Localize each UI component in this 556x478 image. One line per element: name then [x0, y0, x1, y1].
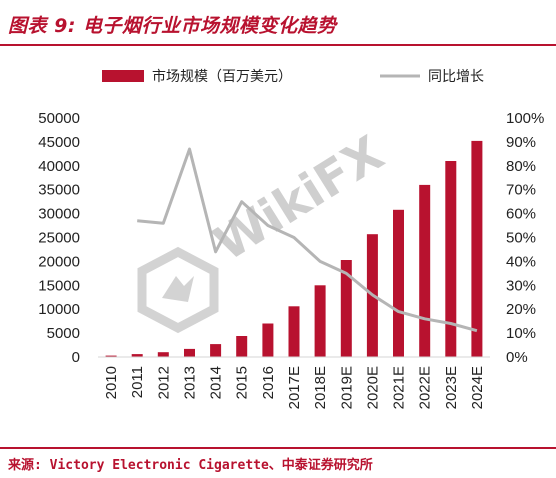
- x-tick-label: 2010: [103, 366, 120, 399]
- bar-2012: [157, 352, 169, 357]
- y-left-tick-label: 35000: [38, 182, 80, 199]
- x-tick-label: 2012: [155, 366, 172, 399]
- legend-line-label: 同比增长: [428, 69, 484, 85]
- y-right-tick-label: 60%: [506, 206, 536, 223]
- bar-2015: [236, 336, 248, 357]
- x-tick-label: 2017E: [286, 366, 303, 409]
- growth-line: [137, 147, 478, 333]
- y-left-tick-label: 15000: [38, 277, 80, 294]
- bar-2011: [131, 354, 143, 357]
- y-right-tick-label: 70%: [506, 182, 536, 199]
- x-tick-label: 2023E: [443, 366, 460, 409]
- y-left-tick-label: 20000: [38, 253, 80, 270]
- y-left-tick-label: 40000: [38, 158, 80, 175]
- y-left-tick-label: 0: [72, 349, 80, 366]
- legend-bar-swatch: [102, 70, 144, 82]
- x-tick-label: 2022E: [417, 366, 434, 409]
- title-rule: [0, 44, 556, 46]
- watermark-logo-icon: [137, 246, 219, 334]
- x-tick-label: 2019E: [338, 366, 355, 409]
- bar-2024E: [471, 140, 483, 357]
- y-left-tick-label: 50000: [38, 110, 80, 127]
- y-left-tick-label: 30000: [38, 206, 80, 223]
- growth-line-series: [137, 147, 478, 333]
- x-tick-label: 2018E: [312, 366, 329, 409]
- bar-2023E: [445, 161, 457, 357]
- y-right-tick-label: 20%: [506, 301, 536, 318]
- bar-2017E: [288, 306, 300, 357]
- x-tick-label: 2020E: [364, 366, 381, 409]
- x-tick-label: 2014: [208, 366, 225, 399]
- bar-2019E: [340, 260, 352, 357]
- bar-2021E: [393, 209, 404, 357]
- y-right-tick-label: 80%: [506, 158, 536, 175]
- x-tick-label: 2016: [260, 366, 277, 399]
- x-tick-label: 2021E: [391, 366, 408, 409]
- y-left-tick-label: 45000: [38, 134, 80, 151]
- market-size-chart: WikiFX 0 5000 10000 15000 20000 25000 30000 350…: [38, 68, 544, 409]
- bar-2018E: [314, 285, 326, 357]
- x-tick-label: 2011: [129, 366, 146, 398]
- y-right-tick-label: 0%: [506, 349, 528, 366]
- x-tick-label: 2013: [182, 366, 199, 399]
- axes: 0 5000 10000 15000 20000 25000 30000 35000 40000…: [38, 110, 544, 409]
- bar-2016: [262, 323, 274, 357]
- bar-2010: [105, 355, 117, 357]
- legend-bar-label: 市场规模（百万美元）: [152, 68, 292, 85]
- y-right-tick-label: 90%: [506, 134, 536, 151]
- y-left-tick-label: 25000: [38, 230, 80, 247]
- legend: 市场规模（百万美元） 同比增长: [102, 68, 484, 85]
- y-right-tick-label: 30%: [506, 277, 536, 294]
- bar-2013: [184, 348, 195, 357]
- bar-2014: [210, 344, 222, 357]
- y-left-tick-label: 10000: [38, 301, 80, 318]
- source-rule: [0, 447, 556, 449]
- y-right-tick-label: 10%: [506, 325, 536, 342]
- y-right-tick-label: 100%: [506, 110, 544, 127]
- y-right-tick-label: 50%: [506, 230, 536, 247]
- x-tick-label: 2024E: [469, 366, 486, 409]
- y-left-tick-label: 5000: [47, 325, 80, 342]
- watermark-text: WikiFX: [205, 125, 394, 272]
- figure-title: 图表 9: 电子烟行业市场规模变化趋势: [8, 15, 337, 37]
- y-right-tick-label: 40%: [506, 253, 536, 270]
- bar-2022E: [419, 184, 431, 357]
- source-note: 来源: Victory Electronic Cigarette、中泰证券研究所: [8, 458, 373, 473]
- x-tick-label: 2015: [234, 366, 251, 399]
